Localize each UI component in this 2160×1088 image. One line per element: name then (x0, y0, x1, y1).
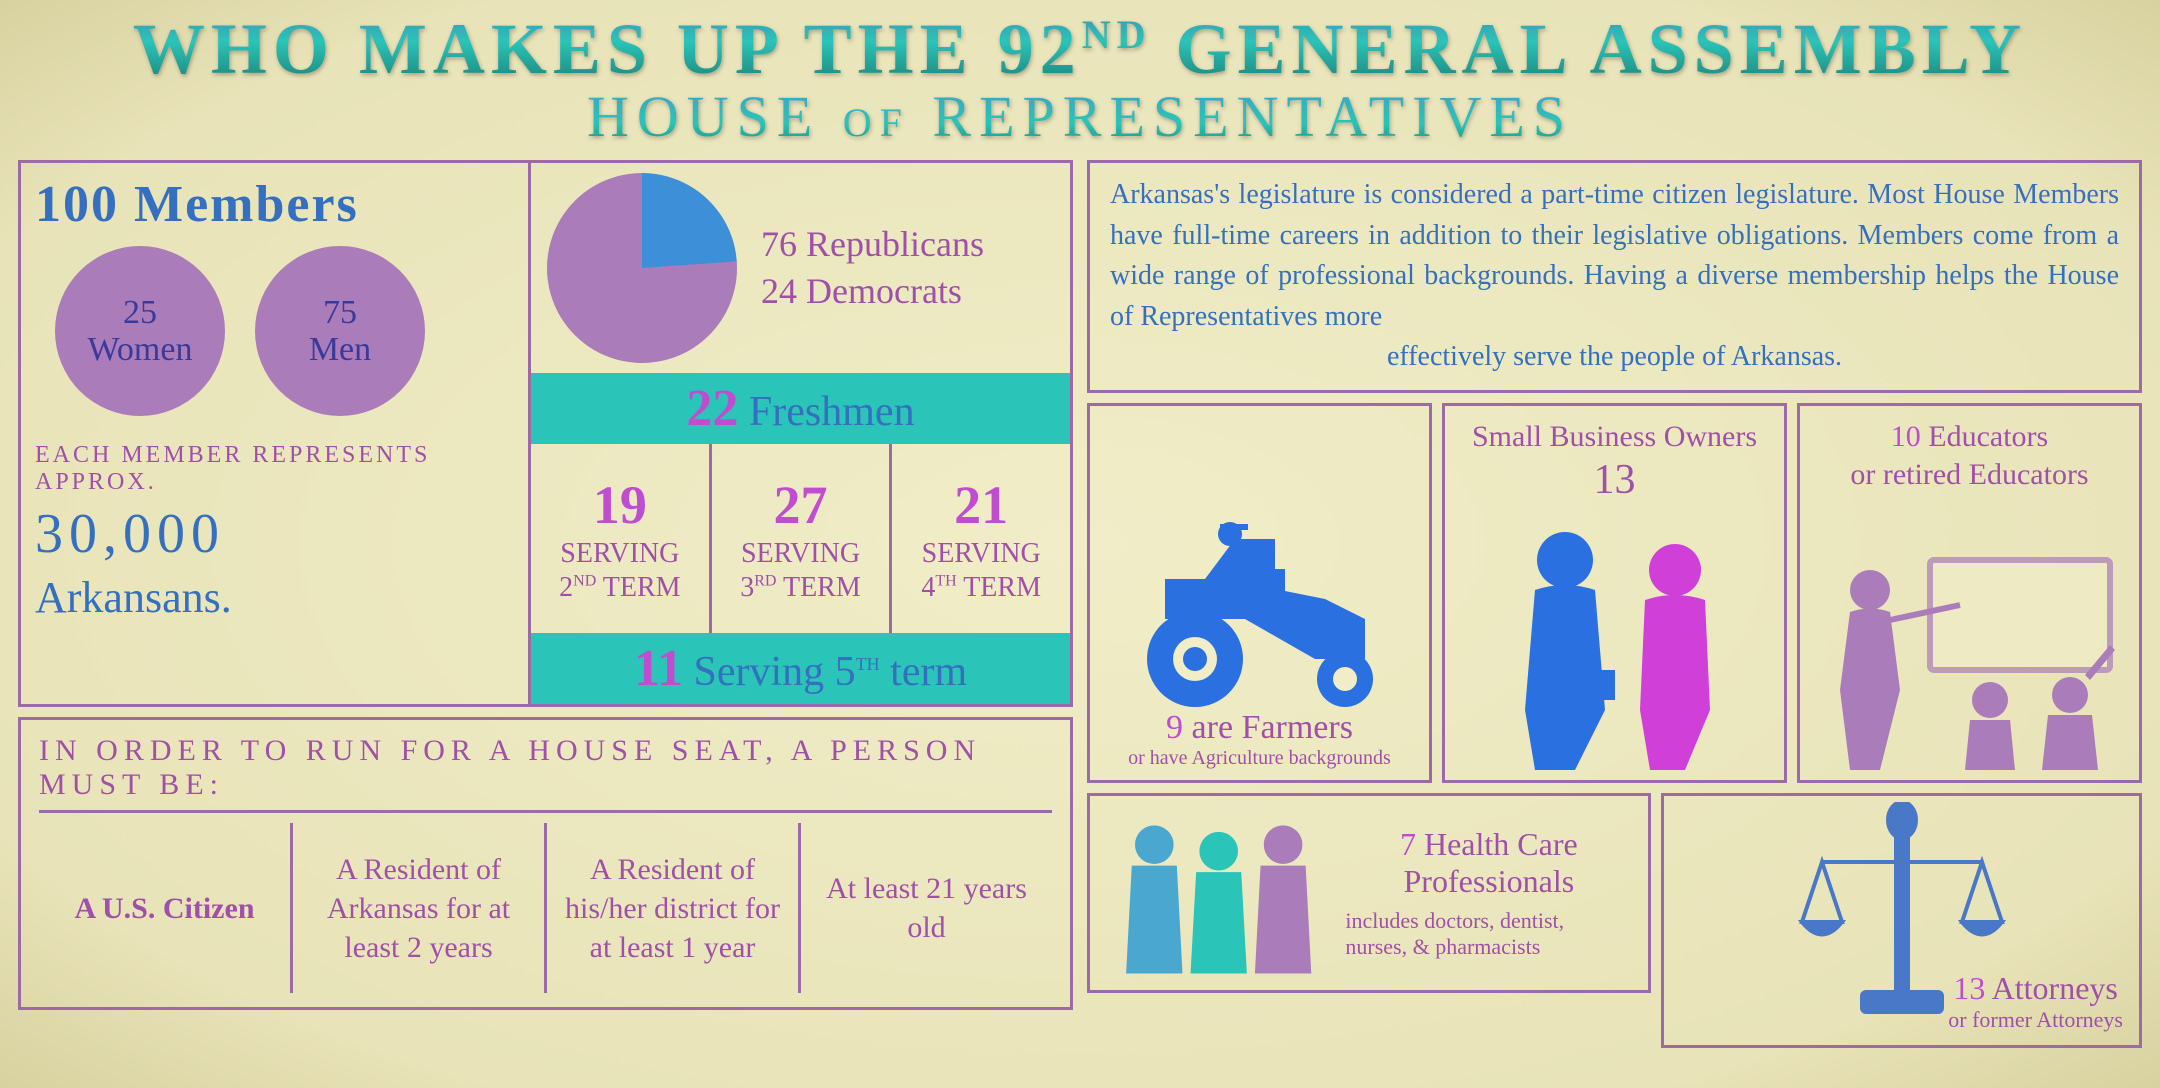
title-of: OF (843, 100, 910, 145)
term-sup: ND (573, 573, 596, 590)
term-4-cell: 21 SERVING 4TH TERM (892, 444, 1070, 633)
title-line-2: HOUSE OF REPRESENTATIVES (0, 83, 2160, 150)
blurb-panel: Arkansas's legislature is considered a p… (1087, 160, 2142, 393)
members-heading: 100 Members (35, 175, 514, 234)
blurb-text-last: effectively serve the people of Arkansas… (1110, 337, 2119, 378)
term5-text: Serving 5 (683, 649, 856, 695)
term-word: TERM (596, 572, 680, 603)
healthcare-panel: 7 Health Care Professionals includes doc… (1087, 793, 1651, 993)
healthcare-sublabel: includes doctors, dentist, nurses, & pha… (1345, 908, 1565, 960)
term-ord: 3 (740, 572, 754, 603)
educator-icon (1820, 550, 2120, 770)
women-label: Women (88, 331, 193, 368)
term-word: TERM (776, 572, 860, 603)
title-text: HOUSE (587, 84, 843, 149)
term5-sup: TH (856, 654, 880, 674)
farmers-label: 9 are Farmers (1166, 709, 1353, 747)
title-text: REPRESENTATIVES (910, 84, 1573, 149)
term5-text2: term (880, 649, 967, 695)
left-column: 100 Members 25 Women 75 Men EACH MEMBER … (18, 160, 1073, 1010)
title-line-1: WHO MAKES UP THE 92ND GENERAL ASSEMBLY (0, 8, 2160, 91)
women-count: 25 (123, 294, 157, 331)
educators-label: 10 Educators (1891, 420, 2048, 454)
right-column: Arkansas's legislature is considered a p… (1087, 160, 2142, 1010)
women-circle: 25 Women (55, 246, 225, 416)
attorneys-sublabel: or former Attorneys (1948, 1007, 2123, 1033)
term-2-cell: 19 SERVING 2ND TERM (531, 444, 712, 633)
title-text: GENERAL ASSEMBLY (1151, 9, 2027, 89)
educators-count: 10 (1891, 420, 1921, 453)
req-age: At least 21 years old (801, 823, 1052, 993)
term-ord: 4 (921, 572, 935, 603)
term-serving: SERVING (560, 537, 679, 571)
attorneys-count: 13 (1953, 970, 1985, 1006)
term-sup: TH (935, 573, 956, 590)
attorneys-panel: 13 Attorneys or former Attorneys (1661, 793, 2142, 1048)
party-pie-chart (547, 173, 737, 363)
party-labels: 76 Republicans 24 Democrats (761, 221, 984, 315)
term-serving: SERVING (922, 537, 1041, 571)
attorneys-text: Attorneys (1985, 970, 2117, 1006)
farmers-panel: 9 are Farmers or have Agriculture backgr… (1087, 403, 1432, 783)
req-resident-district: A Resident of his/her district for at le… (547, 823, 801, 993)
title-sup: ND (1082, 12, 1152, 57)
educators-text: Educators (1921, 420, 2048, 453)
educators-sublabel: or retired Educators (1850, 458, 2088, 492)
term-count: 27 (774, 473, 828, 538)
term-count: 19 (593, 473, 647, 538)
members-panel: 100 Members 25 Women 75 Men EACH MEMBER … (18, 160, 528, 707)
men-circle: 75 Men (255, 246, 425, 416)
represents-label: EACH MEMBER REPRESENTS APPROX. (35, 442, 514, 496)
professions-row-2: 7 Health Care Professionals includes doc… (1087, 793, 2142, 1048)
men-count: 75 (323, 294, 357, 331)
requirements-heading: IN ORDER TO RUN FOR A HOUSE SEAT, A PERS… (39, 734, 1052, 802)
term5-count: 11 (634, 640, 683, 697)
term-count: 21 (954, 473, 1008, 538)
business-count: 13 (1594, 456, 1636, 504)
professions-row-1: 9 are Farmers or have Agriculture backgr… (1087, 403, 2142, 783)
farmers-sublabel: or have Agriculture backgrounds (1128, 747, 1391, 770)
business-panel: Small Business Owners 13 (1442, 403, 1787, 783)
req-resident-state: A Resident of Arkansas for at least 2 ye… (293, 823, 547, 993)
attorneys-text-block: 13 Attorneys or former Attorneys (1948, 970, 2123, 1033)
represents-arkansans: Arkansans. (35, 572, 514, 623)
healthcare-text: Health Care Professionals (1404, 826, 1578, 899)
tractor-icon (1125, 519, 1395, 709)
title-text: WHO MAKES UP THE 92 (133, 9, 1082, 89)
term-sup: RD (754, 573, 776, 590)
blurb-text: Arkansas's legislature is considered a p… (1110, 175, 2119, 337)
business-people-icon (1485, 510, 1745, 770)
gender-circles: 25 Women 75 Men (55, 246, 514, 416)
req-citizen: A U.S. Citizen (39, 823, 293, 993)
requirements-grid: A U.S. Citizen A Resident of Arkansas fo… (39, 823, 1052, 993)
requirements-panel: IN ORDER TO RUN FOR A HOUSE SEAT, A PERS… (18, 717, 1073, 1010)
party-row: 76 Republicans 24 Democrats (531, 163, 1070, 373)
requirements-divider (39, 810, 1052, 813)
healthcare-label: 7 Health Care Professionals (1345, 826, 1632, 900)
term-3-cell: 27 SERVING 3RD TERM (712, 444, 893, 633)
attorneys-label: 13 Attorneys (1948, 970, 2123, 1007)
top-row: 100 Members 25 Women 75 Men EACH MEMBER … (18, 160, 1073, 707)
term-grid: 19 SERVING 2ND TERM 27 SERVING 3RD TERM … (531, 444, 1070, 633)
term-ord: 2 (559, 572, 573, 603)
party-terms-panel: 76 Republicans 24 Democrats 22 Freshmen … (528, 160, 1073, 707)
content-grid: 100 Members 25 Women 75 Men EACH MEMBER … (0, 150, 2160, 1020)
men-label: Men (309, 331, 371, 368)
term-word: TERM (957, 572, 1041, 603)
freshmen-bar: 22 Freshmen (531, 373, 1070, 444)
healthcare-icon (1106, 793, 1331, 993)
healthcare-text-block: 7 Health Care Professionals includes doc… (1345, 826, 1632, 960)
freshmen-label: Freshmen (738, 389, 914, 435)
business-label: Small Business Owners (1472, 420, 1757, 454)
freshmen-count: 22 (686, 380, 738, 437)
democrats-label: 24 Democrats (761, 268, 984, 315)
represents-number: 30,000 (35, 502, 514, 566)
farmers-text: are Farmers (1183, 709, 1353, 746)
term-serving: SERVING (741, 537, 860, 571)
healthcare-count: 7 (1400, 826, 1416, 862)
farmers-count: 9 (1166, 709, 1183, 746)
republicans-label: 76 Republicans (761, 221, 984, 268)
term-5-bar: 11 Serving 5TH term (531, 633, 1070, 704)
educators-panel: 10 Educators or retired Educators (1797, 403, 2142, 783)
